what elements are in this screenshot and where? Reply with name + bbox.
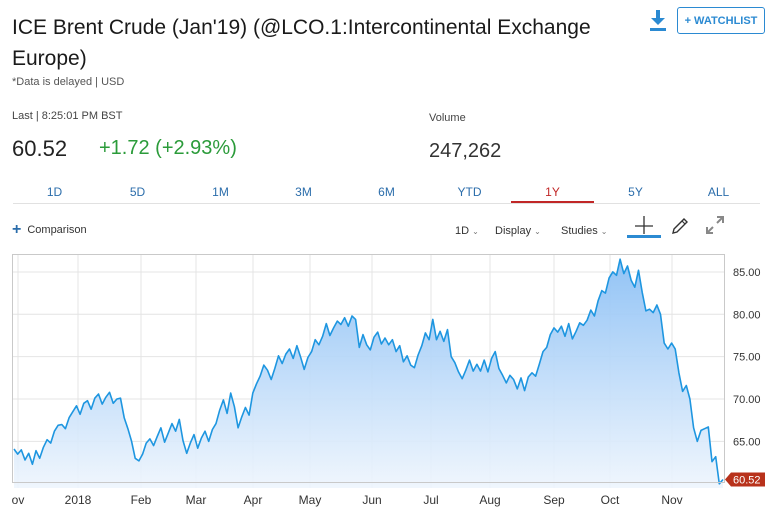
volume-label: Volume xyxy=(429,112,466,124)
y-tick-label: 75.00 xyxy=(733,352,761,364)
x-tick-label: Aug xyxy=(479,493,500,507)
x-tick-label: ov xyxy=(12,493,25,507)
x-tick-label: Jun xyxy=(362,493,381,507)
interval-dropdown[interactable]: 1D ⌄ xyxy=(455,225,479,237)
chevron-down-icon: ⌄ xyxy=(472,227,479,236)
chevron-down-icon: ⌄ xyxy=(534,227,541,236)
chevron-down-icon: ⌄ xyxy=(600,227,608,236)
data-delay-note: *Data is delayed | USD xyxy=(12,76,125,88)
x-tick-label: Sep xyxy=(543,493,565,507)
studies-dropdown[interactable]: Studies ⌄ xyxy=(561,225,607,237)
studies-label: Studies xyxy=(561,225,598,237)
tab-ytd[interactable]: YTD xyxy=(457,185,482,199)
tab-6m[interactable]: 6M xyxy=(378,185,395,199)
x-tick-label: Nov xyxy=(661,493,682,507)
pencil-icon[interactable] xyxy=(670,216,690,236)
price-chart[interactable]: ov 2018 Feb Mar Apr May Jun Jul Aug Sep Oct Nov 85.0… xyxy=(0,248,777,514)
tab-5d[interactable]: 5D xyxy=(129,185,146,199)
chart-svg: ov 2018 Feb Mar Apr May Jun Jul Aug Sep Oct Nov 85.0… xyxy=(12,255,765,507)
y-tick-label: 65.00 xyxy=(733,436,761,448)
y-tick-label: 85.00 xyxy=(733,267,761,279)
last-price-tag-label: 60.52 xyxy=(733,475,761,487)
crosshair-icon[interactable] xyxy=(627,214,661,238)
add-to-watchlist-button[interactable]: + WATCHLIST xyxy=(677,7,765,34)
x-tick-label: Feb xyxy=(131,493,152,507)
volume-value: 247,262 xyxy=(429,140,502,162)
comparison-button[interactable]: + Comparison xyxy=(12,221,87,238)
tab-5y[interactable]: 5Y xyxy=(628,185,643,199)
y-tick-label: 70.00 xyxy=(733,394,761,406)
plus-icon: + xyxy=(12,221,22,238)
tab-1y[interactable]: 1Y xyxy=(511,182,594,203)
price-area-fill xyxy=(14,259,723,488)
y-tick-label: 80.00 xyxy=(733,309,761,321)
expand-icon[interactable] xyxy=(704,214,726,236)
comparison-label: Comparison xyxy=(27,224,87,236)
last-price: 60.52 xyxy=(12,136,68,161)
x-tick-label: Apr xyxy=(244,493,263,507)
x-tick-label: 2018 xyxy=(65,493,92,507)
display-dropdown[interactable]: Display ⌄ xyxy=(495,225,541,237)
download-icon[interactable] xyxy=(647,8,669,32)
interval-label: 1D xyxy=(455,225,470,237)
x-tick-label: Jul xyxy=(423,493,438,507)
tab-1d[interactable]: 1D xyxy=(46,185,63,199)
price-line xyxy=(13,258,724,485)
chart-frame xyxy=(12,254,725,483)
tab-3m[interactable]: 3M xyxy=(295,185,312,199)
tab-1m[interactable]: 1M xyxy=(212,185,229,199)
x-tick-label: May xyxy=(299,493,322,507)
last-time-label: Last | 8:25:01 PM BST xyxy=(12,110,123,122)
last-price-tag xyxy=(725,472,765,487)
tab-all[interactable]: ALL xyxy=(707,185,730,199)
display-label: Display xyxy=(495,225,532,237)
x-tick-label: Oct xyxy=(601,493,620,507)
range-tabs: 1D 5D 1M 3M 6M YTD 1Y 5Y ALL xyxy=(13,182,760,204)
page-title: ICE Brent Crude (Jan'19) (@LCO.1:Interco… xyxy=(12,16,591,70)
x-tick-label: Mar xyxy=(186,493,207,507)
price-change: +1.72 (+2.93%) xyxy=(99,137,237,159)
